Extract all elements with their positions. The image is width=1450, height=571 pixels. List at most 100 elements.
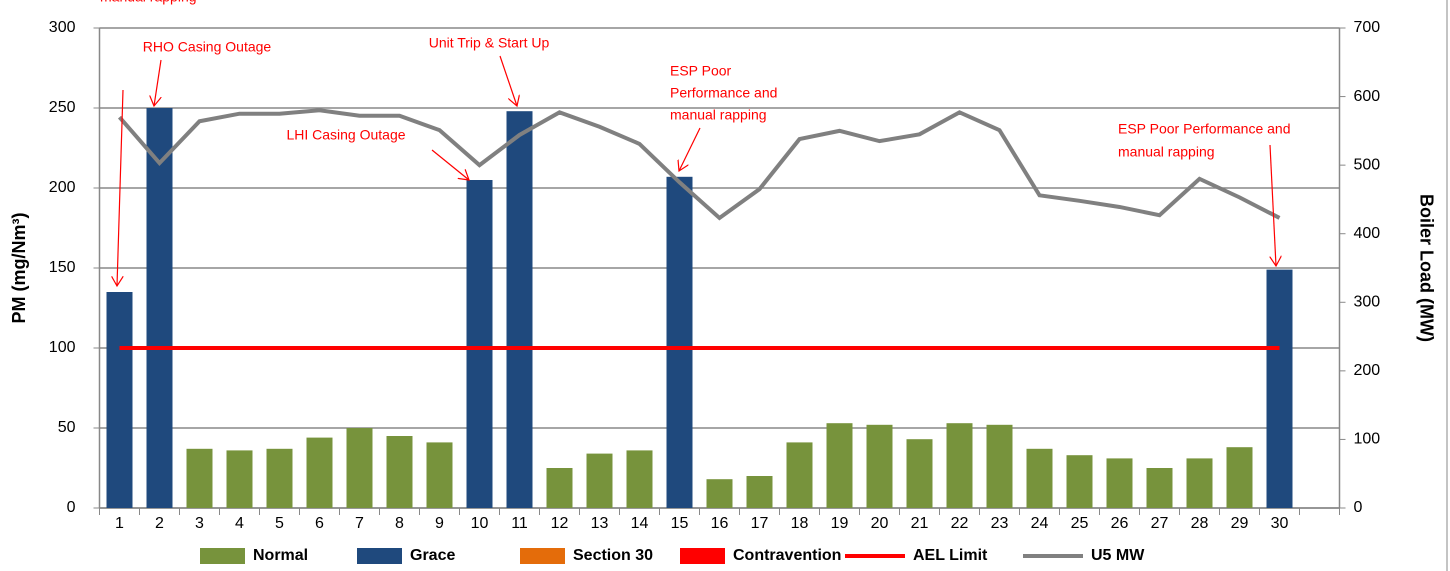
bar xyxy=(186,448,213,508)
y2-tick-label: 400 xyxy=(1354,225,1381,242)
annotation-arrow xyxy=(679,127,701,171)
x-tick-label: 3 xyxy=(195,515,204,532)
bar xyxy=(426,442,453,508)
bar xyxy=(626,450,653,508)
bar xyxy=(1146,468,1173,508)
x-tick-label: 18 xyxy=(791,515,809,532)
annotation-arrow xyxy=(431,149,469,180)
y-tick-label: 150 xyxy=(49,259,76,276)
x-tick-label: 23 xyxy=(991,515,1009,532)
annotation: Unit Trip & Start Up xyxy=(429,35,550,51)
bar xyxy=(866,424,893,508)
bar xyxy=(706,479,733,508)
annotation: manual rapping xyxy=(100,0,197,5)
x-tick-label: 1 xyxy=(115,515,124,532)
bar xyxy=(466,180,493,508)
y-tick-label: 300 xyxy=(49,19,76,36)
bar xyxy=(826,423,853,508)
bar xyxy=(1226,447,1253,508)
bar xyxy=(546,468,573,508)
x-tick-label: 9 xyxy=(435,515,444,532)
bar xyxy=(986,424,1013,508)
bar xyxy=(306,437,333,508)
bar xyxy=(106,292,133,508)
bar xyxy=(946,423,973,508)
bar xyxy=(1106,458,1133,508)
line xyxy=(117,108,1281,221)
annotation-arrow xyxy=(1269,144,1276,266)
x-tick-label: 8 xyxy=(395,515,404,532)
annotation: ESP Poor Performance and xyxy=(1118,121,1291,137)
x-tick-label: 7 xyxy=(355,515,364,532)
x-tick-label: 6 xyxy=(315,515,324,532)
annotation: manual rapping xyxy=(1118,144,1215,160)
legend-swatch xyxy=(200,548,245,564)
bar xyxy=(666,176,693,509)
x-tick-label: 14 xyxy=(631,515,649,532)
annotation: RHO Casing Outage xyxy=(143,39,272,55)
legend-label: Normal xyxy=(253,547,308,564)
y-axis-title: PM (mg/Nm³) xyxy=(9,213,29,324)
x-tick-label: 30 xyxy=(1271,515,1289,532)
legend-label: U5 MW xyxy=(1091,547,1145,564)
bar xyxy=(226,450,253,508)
x-tick-label: 20 xyxy=(871,515,889,532)
x-tick-label: 11 xyxy=(511,515,528,532)
bar xyxy=(1026,448,1053,508)
bar xyxy=(1266,269,1293,508)
y-tick-label: 0 xyxy=(67,499,76,516)
bar xyxy=(346,428,373,508)
annotation: Performance and xyxy=(670,85,777,101)
legend-swatch xyxy=(357,548,402,564)
y2-axis-title: Boiler Load (MW) xyxy=(1416,194,1436,342)
x-tick-label: 24 xyxy=(1031,515,1049,532)
legend-swatch xyxy=(520,548,565,564)
x-tick-label: 16 xyxy=(711,515,729,532)
legend-label: Section 30 xyxy=(573,547,653,564)
annotation: ESP Poor xyxy=(670,63,732,79)
annotation-arrow xyxy=(117,89,124,286)
x-tick-label: 26 xyxy=(1111,515,1129,532)
bar xyxy=(266,448,293,508)
y2-tick-label: 200 xyxy=(1354,362,1381,379)
y2-tick-label: 100 xyxy=(1354,431,1381,448)
bar xyxy=(506,111,533,508)
bar xyxy=(746,476,773,508)
annotation-arrow xyxy=(154,59,162,106)
x-tick-label: 12 xyxy=(551,515,569,532)
x-tick-label: 15 xyxy=(671,515,689,532)
y-tick-label: 200 xyxy=(49,179,76,196)
legend-label: Contravention xyxy=(733,547,841,564)
bar xyxy=(386,436,413,508)
y2-tick-label: 500 xyxy=(1354,156,1381,173)
x-tick-label: 29 xyxy=(1231,515,1249,532)
x-tick-label: 27 xyxy=(1151,515,1169,532)
legend-label: Grace xyxy=(410,547,455,564)
x-tick-label: 10 xyxy=(471,515,489,532)
y2-tick-label: 700 xyxy=(1354,19,1381,36)
bar xyxy=(146,108,173,508)
x-tick-label: 2 xyxy=(155,515,164,532)
x-tick-label: 25 xyxy=(1071,515,1089,532)
legend-label: AEL Limit xyxy=(913,547,988,564)
x-tick-label: 17 xyxy=(751,515,769,532)
x-tick-label: 13 xyxy=(591,515,609,532)
bar xyxy=(906,439,933,508)
bar xyxy=(1186,458,1213,508)
annotation-arrow xyxy=(499,55,517,106)
y2-tick-label: 600 xyxy=(1354,88,1381,105)
x-tick-label: 4 xyxy=(235,515,244,532)
y2-tick-label: 0 xyxy=(1354,499,1363,516)
bar xyxy=(1066,455,1093,508)
annotation: LHI Casing Outage xyxy=(286,127,405,143)
bar xyxy=(586,453,613,508)
y2-tick-label: 300 xyxy=(1354,294,1381,311)
x-tick-label: 22 xyxy=(951,515,969,532)
x-tick-label: 21 xyxy=(911,515,929,532)
y-tick-label: 100 xyxy=(49,339,76,356)
annotation: manual rapping xyxy=(670,107,767,123)
bar xyxy=(786,442,813,508)
x-tick-label: 19 xyxy=(831,515,849,532)
x-tick-label: 5 xyxy=(275,515,284,532)
